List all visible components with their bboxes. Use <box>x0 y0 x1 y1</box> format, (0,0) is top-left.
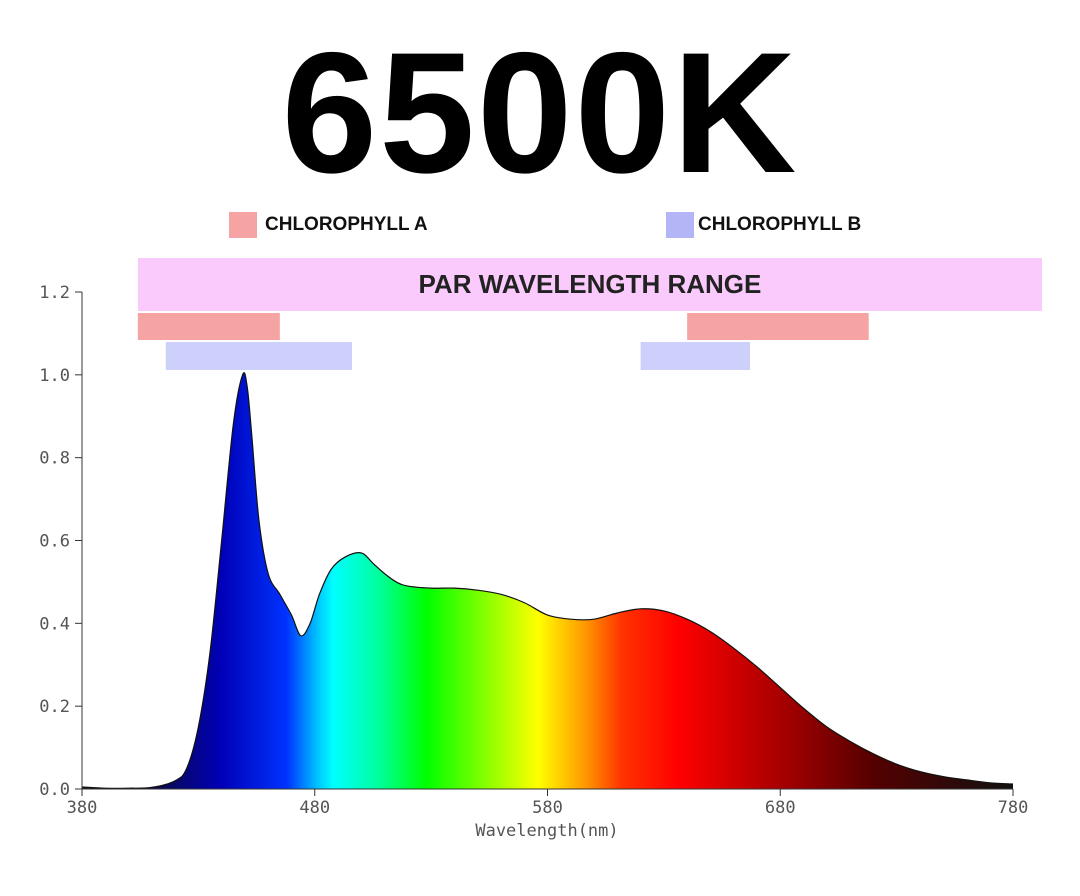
y-tick-label: 1.0 <box>39 366 70 386</box>
chlorophyll-b-band <box>165 342 352 370</box>
x-axis-title: Wavelength(nm) <box>475 821 618 841</box>
par-range-label: PAR WAVELENGTH RANGE <box>419 269 762 299</box>
y-tick-label: 0.8 <box>39 449 70 469</box>
legend-label-chlorophyll-b: CHLOROPHYLL B <box>698 214 862 235</box>
x-tick-label: 680 <box>765 798 796 818</box>
wavelength-bands: PAR WAVELENGTH RANGE <box>137 258 1043 370</box>
legend-label-chlorophyll-a: CHLOROPHYLL A <box>265 214 428 235</box>
x-tick-label: 480 <box>299 798 330 818</box>
y-tick-label: 0.4 <box>39 614 70 634</box>
chlorophyll-a-band <box>137 313 280 340</box>
par-range-band <box>137 258 1043 311</box>
legend-swatch-chlorophyll-a <box>229 212 257 238</box>
chlorophyll-a-band <box>687 313 869 340</box>
chart-axes: 0.0 0.2 0.4 0.6 0.8 1.0 1.2 380 480 580 680 780 <box>39 283 1028 818</box>
spectrum-line <box>81 372 1014 789</box>
x-tick-label: 580 <box>532 798 563 818</box>
legend-swatch-chlorophyll-b <box>666 212 694 238</box>
y-tick-label: 0.6 <box>39 532 70 552</box>
y-tick-label: 0.0 <box>39 780 70 800</box>
x-tick-label: 780 <box>998 798 1029 818</box>
page-title: 6500K <box>281 17 799 209</box>
spectrum-area <box>82 372 1013 789</box>
chlorophyll-b-band <box>640 342 750 370</box>
y-tick-label: 0.2 <box>39 697 70 717</box>
x-tick-label: 380 <box>67 798 98 818</box>
y-tick-label: 1.2 <box>39 283 70 303</box>
